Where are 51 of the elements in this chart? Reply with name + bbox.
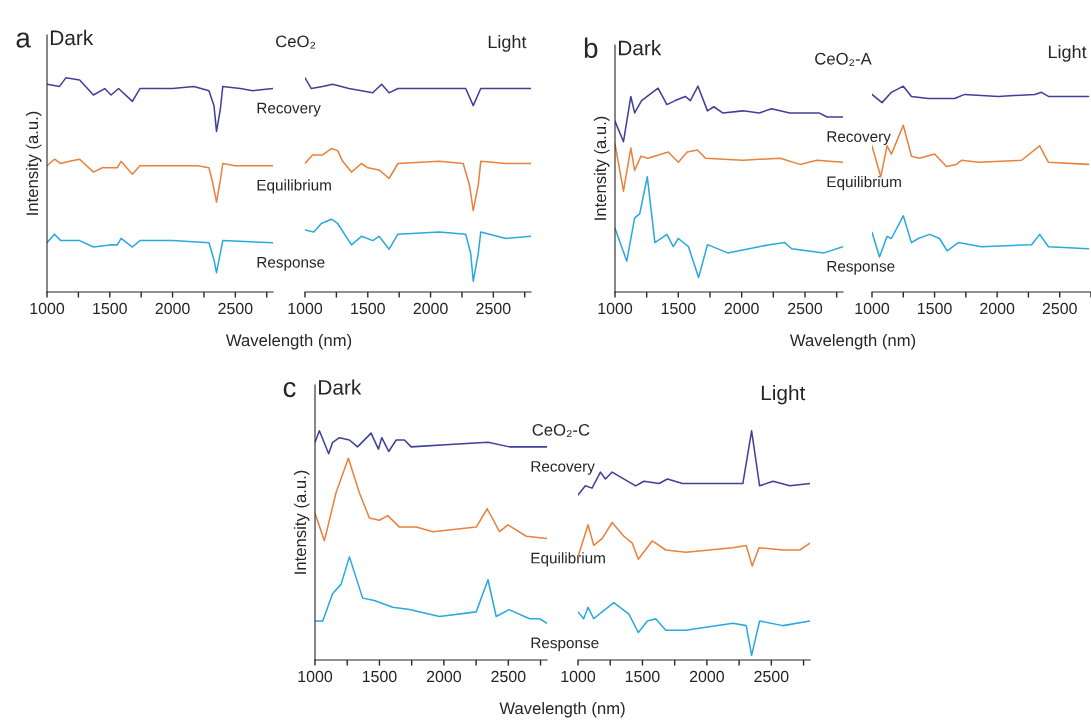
text: Dark xyxy=(618,40,662,56)
text: Light xyxy=(1048,45,1087,62)
series-label: Equilibrium xyxy=(827,176,901,191)
series-label: Equilibrium xyxy=(257,179,331,194)
x-tick-label: 1500 xyxy=(661,302,696,315)
x-tick-label: 2000 xyxy=(155,302,190,315)
x-tick-label: 1500 xyxy=(918,302,952,315)
x-tick-label: 1000 xyxy=(561,670,596,683)
text: Dark xyxy=(319,379,362,395)
x-tick-label: 1500 xyxy=(625,670,660,683)
x-tick-label: 2500 xyxy=(476,302,511,315)
x-tick-label: 2500 xyxy=(218,302,253,315)
x-tick-label: 2000 xyxy=(413,302,448,315)
x-tick-label: 1500 xyxy=(362,670,397,683)
x-tick-label: 1000 xyxy=(288,302,323,315)
text: Dark xyxy=(50,29,94,46)
x-tick-label: 1500 xyxy=(93,302,127,315)
x-axis-title: Wavelength (nm) xyxy=(789,334,916,350)
text: c xyxy=(283,381,296,398)
x-tick-label: 2500 xyxy=(1042,302,1077,315)
chart-title: CeO₂-A xyxy=(815,52,872,66)
x-tick-label: 2500 xyxy=(491,670,526,683)
chart-title: CeO₂-C xyxy=(532,423,590,437)
text: a xyxy=(16,32,31,48)
x-tick-label: 2500 xyxy=(788,302,823,315)
chart-title: CeO₂ xyxy=(276,35,316,49)
x-tick-label: 2000 xyxy=(980,302,1015,315)
series-label: Recovery xyxy=(257,102,321,117)
text: Light xyxy=(488,35,527,52)
series-label: Response xyxy=(531,637,599,652)
y-axis-title: Intensity (a.u.) xyxy=(593,116,610,220)
series-label: Recovery xyxy=(531,461,595,475)
text: b xyxy=(584,37,598,58)
series-label: Response xyxy=(257,257,325,271)
text: Light xyxy=(761,385,806,405)
y-axis-title: Intensity (a.u.) xyxy=(25,111,42,215)
series-label: Response xyxy=(827,260,895,275)
series-label: Recovery xyxy=(827,131,891,145)
x-tick-label: 1000 xyxy=(30,302,65,315)
x-tick-label: 1000 xyxy=(598,302,633,315)
x-axis-title: Wavelength (nm) xyxy=(225,334,352,350)
x-tick-label: 2000 xyxy=(689,670,725,683)
series-label: Equilibrium xyxy=(531,552,605,567)
x-tick-label: 1500 xyxy=(351,302,385,315)
x-tick-label: 2000 xyxy=(724,302,759,315)
x-axis-title: Wavelength (nm) xyxy=(499,702,625,718)
x-tick-label: 1000 xyxy=(298,670,333,683)
x-tick-label: 2500 xyxy=(754,670,789,683)
x-tick-label: 1000 xyxy=(855,302,890,315)
y-axis-title: Intensity (a.u.) xyxy=(293,470,310,574)
x-tick-label: 2000 xyxy=(426,670,462,683)
